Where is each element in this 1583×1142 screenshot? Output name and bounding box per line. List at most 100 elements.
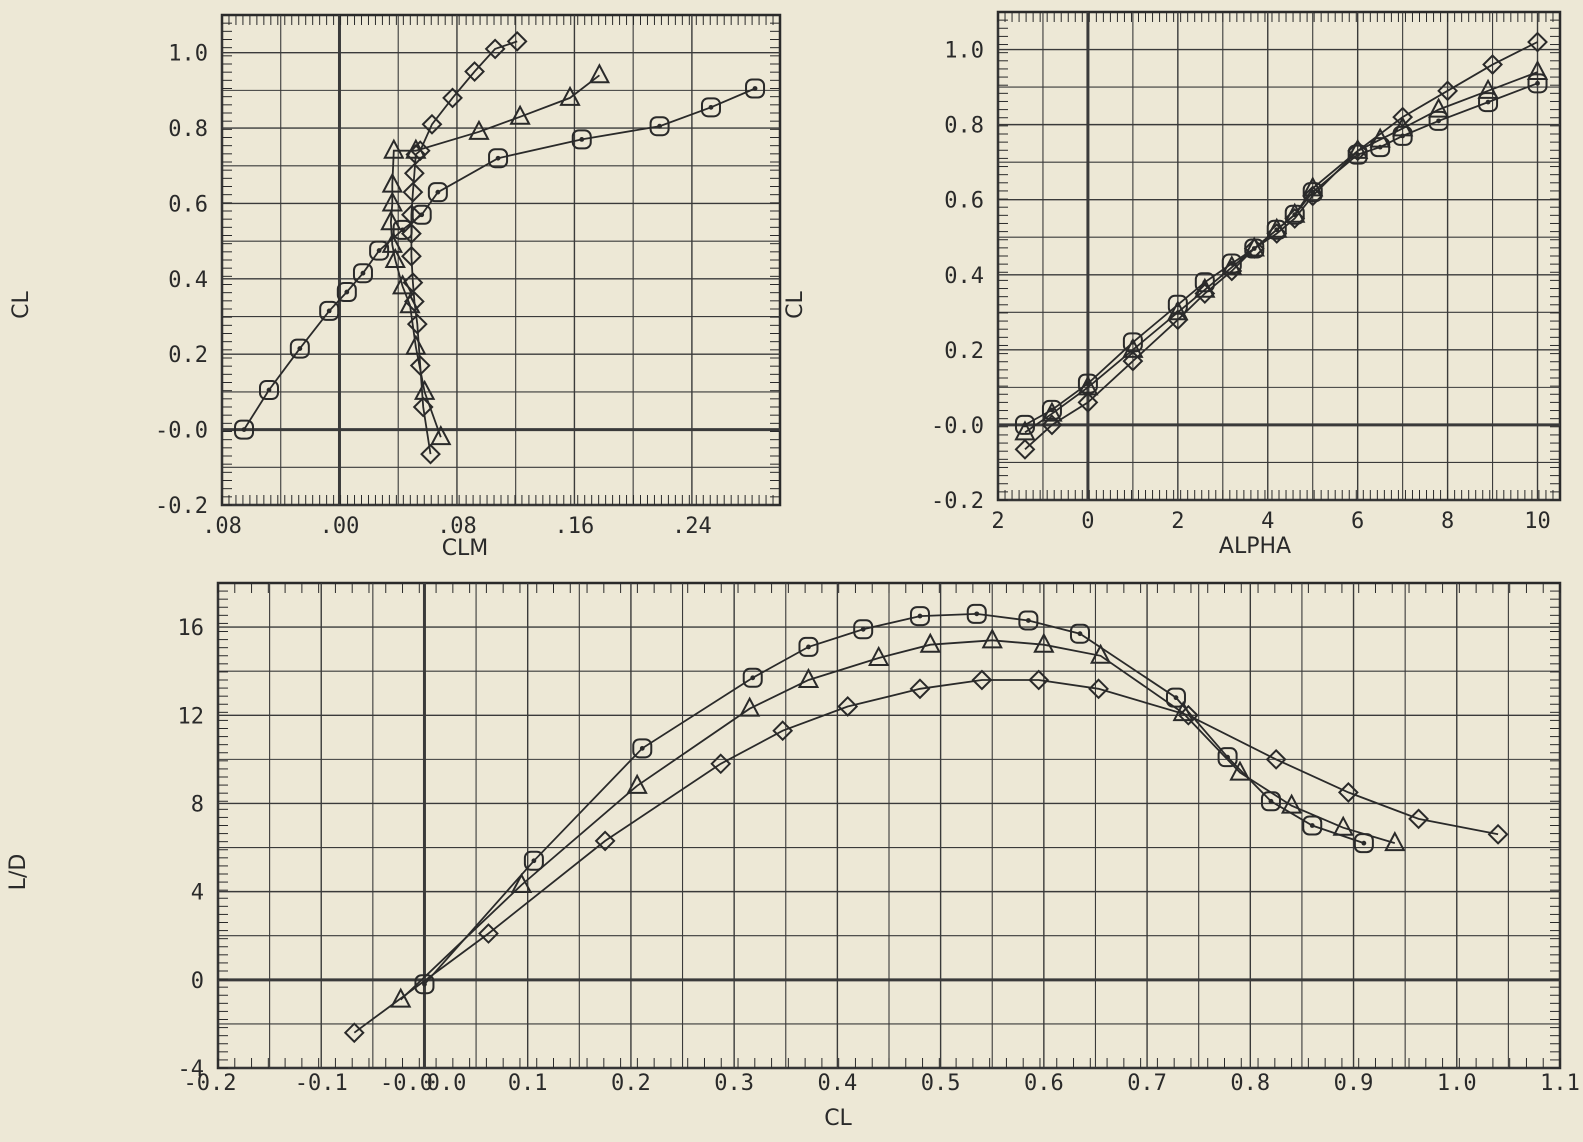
data-point-dot [326, 308, 332, 314]
data-point-diamond [1337, 782, 1359, 803]
chart-1: .08 .00 .08 .16 .24 -0.2 -0.0 0.2 0.4 0.6 0.8 1.0 CL… [9, 13, 782, 561]
x-tick-label: 10 [1524, 509, 1551, 534]
data-point-triangle [919, 632, 941, 653]
x-tick-label: 0.2 [611, 1071, 651, 1096]
data-point-triangle [1391, 116, 1414, 137]
data-point-square [1478, 92, 1499, 113]
data-point-diamond [837, 696, 859, 717]
data-point-diamond [1437, 80, 1459, 102]
data-point-diamond [403, 291, 425, 312]
plot-frame [220, 13, 782, 507]
data-point-square [1221, 253, 1242, 274]
data-point-diamond [710, 753, 732, 775]
data-point-triangle [510, 872, 533, 894]
y-axis-label: L/D [6, 854, 31, 891]
data-point-triangle [1477, 78, 1499, 99]
chart-2: 2 0 2 4 6 8 10 -0.2 -0.0 0.2 0.4 0.6 0.8 1.0 ALPHA CL [783, 10, 1562, 559]
y-tick-label: 0.8 [944, 114, 984, 139]
data-point-triangle [1526, 59, 1549, 81]
y-tick-label: 8 [191, 792, 204, 817]
x-tick-label: 2 [1171, 509, 1184, 534]
y-tick-label: 0.4 [944, 264, 984, 289]
data-point-triangle [981, 628, 1003, 649]
data-point-dot [639, 745, 645, 751]
data-point-triangle [405, 334, 427, 355]
data-point-triangle [1384, 830, 1406, 852]
data-point-diamond [1243, 238, 1265, 259]
data-point-triangle [1280, 793, 1303, 814]
data-point-triangle [626, 773, 648, 794]
y-tick-label: 16 [178, 616, 205, 641]
data-point-triangle [1122, 337, 1144, 358]
data-point-diamond [1077, 391, 1099, 413]
x-tick-label: 0.4 [818, 1071, 858, 1096]
data-point-diamond [1221, 260, 1243, 282]
data-point-dot [435, 189, 441, 195]
data-point-square [742, 667, 763, 688]
data-point-triangle [1347, 138, 1369, 159]
data-point-dot [1355, 152, 1361, 158]
data-point-triangle [384, 247, 406, 268]
data-point-square [289, 338, 310, 359]
data-point-triangle [381, 191, 403, 212]
y-tick-label: 0 [191, 969, 204, 994]
x-tick-label: -0.1 [295, 1071, 348, 1096]
data-point-square [571, 129, 592, 150]
data-point-square [1165, 687, 1186, 708]
data-point-triangle [390, 987, 412, 1008]
data-point-diamond [1284, 208, 1306, 229]
data-point-triangle [588, 63, 611, 84]
data-point-square [1041, 399, 1062, 420]
series-line [400, 639, 1396, 1001]
x-tick-label: .16 [555, 514, 595, 539]
data-point-square [853, 619, 874, 640]
data-point-triangle [559, 85, 581, 106]
data-point-diamond [484, 38, 506, 60]
data-point-dot [1085, 381, 1091, 387]
x-axis-label: ALPHA [1219, 534, 1291, 559]
data-point-diamond [421, 113, 443, 135]
data-point-square [414, 974, 435, 995]
data-point-square [352, 263, 373, 284]
x-tick-label: 0.1 [508, 1071, 548, 1096]
data-point-diamond [478, 923, 499, 944]
y-tick-label: 0.4 [168, 268, 208, 293]
data-point-diamond [1194, 283, 1216, 304]
data-point-triangle [1089, 643, 1112, 664]
data-point-diamond [1408, 808, 1429, 830]
data-point-dot [376, 248, 382, 253]
data-point-diamond [442, 87, 463, 109]
x-tick-label: .00 [320, 514, 360, 539]
data-point-triangle [468, 119, 490, 140]
y-tick-label: 0.2 [944, 339, 984, 364]
data-point-square [1527, 73, 1548, 94]
data-point-square [909, 606, 930, 627]
data-point-diamond [409, 140, 431, 162]
x-tick-label: 0.9 [1334, 1071, 1374, 1096]
data-point-triangle [430, 425, 452, 446]
data-point-dot [266, 387, 272, 393]
data-point-diamond [1482, 54, 1503, 75]
data-point-square [319, 300, 340, 321]
data-point-dot [1268, 798, 1274, 804]
data-point-diamond [1041, 414, 1063, 436]
data-point-diamond [506, 30, 528, 52]
data-point-square [1069, 623, 1090, 644]
data-point-diamond [412, 396, 434, 418]
series-line [423, 612, 1365, 985]
x-tick-label: 0 [1081, 509, 1094, 534]
data-point-dot [974, 611, 980, 617]
data-point-triangle [797, 667, 820, 688]
data-point-square [1302, 815, 1323, 836]
x-tick-label: 0.5 [921, 1071, 961, 1096]
x-tick-label: -0.2 [184, 1071, 237, 1096]
data-point-square [523, 850, 544, 871]
data-point-triangle [509, 104, 531, 125]
data-point-diamond [402, 272, 424, 294]
data-point-square [632, 738, 653, 759]
data-point-square [1217, 747, 1238, 768]
data-point-square [427, 182, 448, 203]
data-point-square [234, 419, 255, 440]
data-point-square [1302, 182, 1323, 203]
